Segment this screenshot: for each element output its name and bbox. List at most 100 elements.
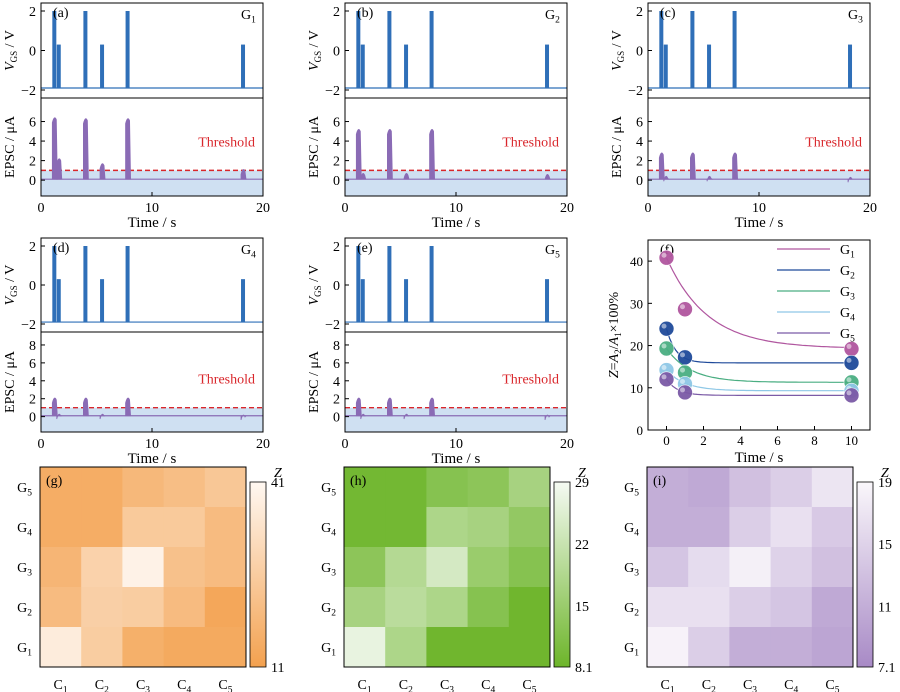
epsc-tick-label: 6: [29, 357, 36, 372]
threshold-band: [41, 407, 263, 432]
epsc-tick-label: 2: [333, 393, 340, 408]
panel-label: (h): [350, 474, 367, 489]
data-point: [658, 249, 675, 266]
heatmap-cell: [426, 587, 469, 628]
heatmap-cell: [647, 547, 689, 588]
epsc-peak: [99, 413, 106, 420]
vgs-pulse: [659, 11, 664, 89]
vgs-pulse: [848, 44, 853, 89]
epsc-peak: [125, 118, 131, 180]
panel-label: (d): [53, 241, 70, 256]
point-highlight: [661, 365, 667, 371]
heatmap-cell: [811, 587, 854, 628]
vgs-pulse: [387, 11, 392, 89]
point-highlight: [846, 390, 852, 396]
vgs-axis-label: VGS / V: [307, 30, 323, 71]
heatmap-cell: [344, 547, 386, 588]
vgs-pulse: [707, 44, 712, 89]
vgs-pulse: [690, 11, 695, 89]
heatmap-cell: [688, 547, 730, 588]
epsc-tick-label: 4: [636, 135, 643, 150]
heatmap-cell: [163, 467, 206, 508]
heatmap-cell: [163, 587, 206, 628]
point-highlight: [846, 343, 852, 349]
heatmap-i: (i) G5 G4 G3 G2 G1 C1 C2 C3 C4 C5 Z19 15 11 7.1: [624, 466, 895, 692]
threshold-band: [648, 170, 870, 196]
vgs-pulse: [429, 246, 434, 323]
epsc-peak: [663, 175, 670, 182]
heatmap-h: (h) G5 G4 G3 G2 G1 C1 C2 C3 C4 C5 Z29 22 15 8.1: [321, 466, 592, 692]
heatmap-cell: [426, 507, 469, 548]
heatmap-cell: [40, 547, 82, 588]
epsc-peak: [360, 173, 367, 180]
data-point: [658, 320, 675, 337]
fit-curve: [666, 378, 852, 396]
epsc-peak: [51, 117, 58, 180]
data-point: [658, 340, 675, 357]
gate-label: G5: [545, 243, 560, 261]
heatmap-cell: [426, 547, 469, 588]
heatmap-cell: [770, 467, 813, 508]
heatmap-cell: [163, 507, 206, 548]
epsc-tick-label: 6: [29, 116, 36, 131]
heatmap-cell: [508, 467, 551, 508]
vgs-pulse: [360, 44, 365, 89]
gate-label: G1: [241, 8, 256, 26]
vgs-pulse: [360, 279, 365, 323]
heatmap-g: (g) G5 G4 G3 G2 G1 C1 C2 C3 C4 C5 Z41 11: [17, 466, 285, 692]
heatmap-cell: [385, 627, 427, 668]
epsc-tick-label: 8: [333, 339, 340, 354]
row-label: G1: [624, 641, 639, 659]
data-point: [843, 355, 860, 371]
epsc-peak: [56, 158, 63, 180]
heatmap-cell: [426, 627, 469, 668]
col-label: C1: [54, 678, 68, 692]
epsc-peak: [658, 152, 665, 180]
heatmap-cell: [204, 587, 247, 628]
col-label: C4: [784, 678, 798, 692]
vgs-pulse: [52, 246, 57, 323]
colorbar: [553, 481, 571, 668]
row-label: G5: [624, 481, 639, 499]
epsc-axis-label: EPSC / μA: [3, 115, 18, 178]
epsc-tick-label: 4: [333, 135, 340, 150]
heatmap-cell: [204, 507, 247, 548]
legend-label: G1: [840, 243, 855, 261]
heatmap-cell: [81, 627, 123, 668]
col-label: C5: [218, 678, 232, 692]
colorbar-title: Z: [578, 466, 586, 481]
heatmap-cell: [81, 587, 123, 628]
point-highlight: [680, 387, 685, 393]
y-tick-label: 0: [637, 423, 644, 438]
epsc-peak: [847, 176, 854, 183]
heatmap-cell: [122, 627, 165, 668]
epsc-tick-label: 6: [333, 116, 340, 131]
epsc-peak: [690, 152, 696, 180]
epsc-peak: [360, 413, 366, 420]
col-label: C3: [440, 678, 454, 692]
point-highlight: [680, 378, 685, 384]
time-axis-label: Time / s: [128, 451, 177, 467]
heatmap-cell: [729, 587, 772, 628]
plot-frame: [647, 239, 871, 431]
heatmap-frame: [39, 466, 247, 668]
heatmap-cell: [385, 587, 427, 628]
epsc-peak: [355, 397, 362, 417]
heatmap-cell: [467, 467, 510, 508]
colorbar-tick-label: 29: [575, 476, 589, 491]
vgs-pulse: [404, 44, 409, 89]
vgs-frame: [344, 237, 568, 333]
epsc-peak: [125, 397, 132, 417]
row-label: G1: [321, 641, 336, 659]
vgs-pulse: [83, 246, 88, 323]
legend-label: G3: [840, 285, 855, 303]
x-tick-label: 20: [256, 437, 270, 452]
vgs-axis-label: VGS / V: [610, 30, 626, 71]
heatmap-cell: [770, 627, 813, 668]
heatmap-cell: [204, 547, 247, 588]
data-point: [677, 301, 693, 318]
legend-label: G4: [840, 306, 855, 324]
time-axis-label: Time / s: [735, 215, 784, 231]
